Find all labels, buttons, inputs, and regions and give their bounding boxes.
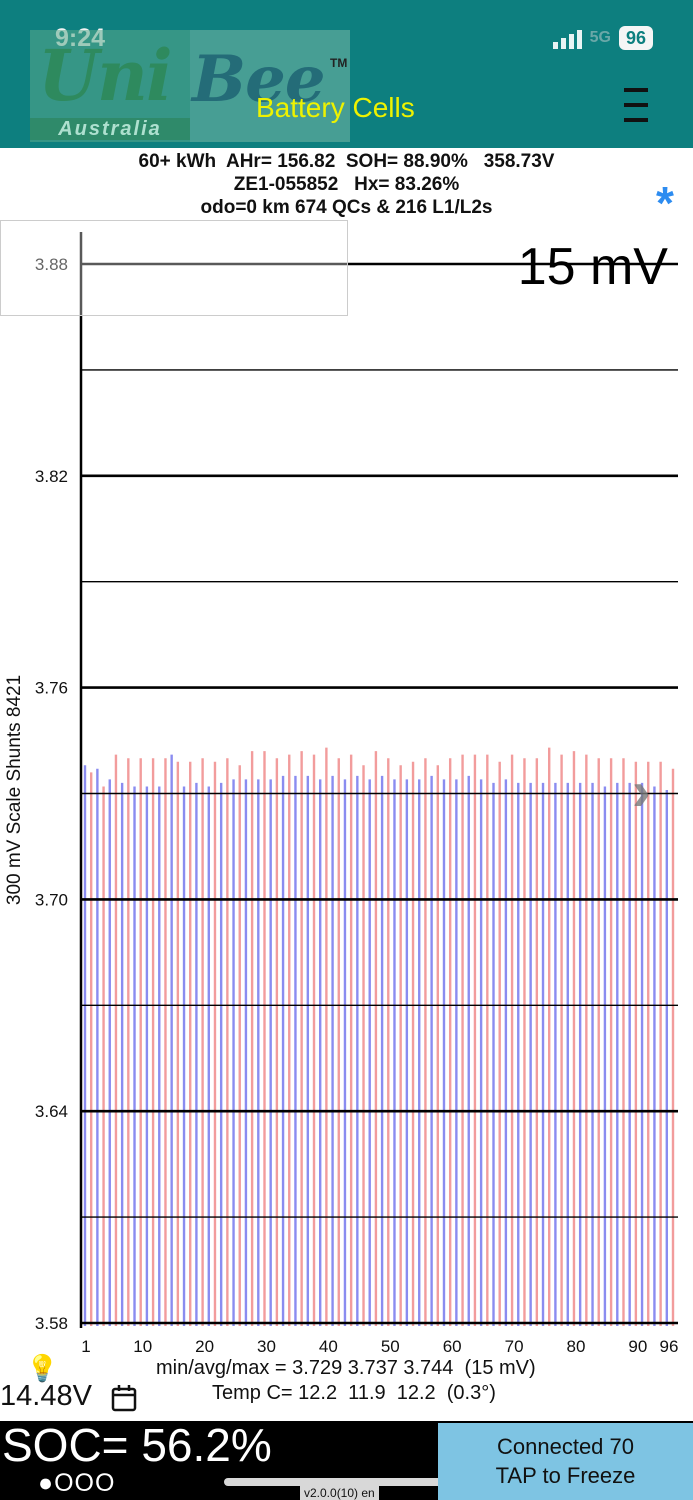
status-indicators: 5G 96 xyxy=(552,26,653,50)
y-tick-label: 3.70 xyxy=(35,890,68,909)
battery-info: 60+ kWh AHr= 156.82 SOH= 88.90% 358.73V … xyxy=(0,150,693,219)
tap-freeze-label: TAP to Freeze xyxy=(495,1463,636,1488)
calendar-icon[interactable] xyxy=(111,1384,137,1412)
x-tick-label: 50 xyxy=(381,1337,400,1356)
connected-label: Connected 70 xyxy=(497,1434,634,1459)
logo-bee: Bee xyxy=(192,42,326,117)
info-line-3: odo=0 km 674 QCs & 216 L1/L2s xyxy=(200,197,493,218)
tooltip-box xyxy=(0,220,348,316)
x-tick-label: 40 xyxy=(319,1337,338,1356)
x-tick-label: 90 xyxy=(628,1337,647,1356)
scale-label: 15 mV xyxy=(518,238,669,296)
home-indicator[interactable] xyxy=(224,1478,472,1486)
y-tick-label: 3.82 xyxy=(35,467,68,486)
x-tick-label: 10 xyxy=(133,1337,152,1356)
logo-tm: TM xyxy=(330,56,348,70)
network-label: 5G xyxy=(589,29,611,46)
temperature-readout: Temp C= 12.2 11.9 12.2 (0.3°) xyxy=(212,1382,496,1404)
star-icon[interactable]: * xyxy=(656,177,674,229)
signal-icon xyxy=(552,27,582,49)
freeze-button[interactable]: Connected 70 TAP to Freeze xyxy=(438,1423,693,1500)
menu-icon[interactable] xyxy=(624,88,648,133)
y-tick-label: 3.58 xyxy=(35,1314,68,1333)
x-tick-label: 1 xyxy=(81,1337,90,1356)
lightbulb-icon[interactable]: 💡 xyxy=(26,1353,59,1383)
aux-battery-voltage: 14.48V xyxy=(0,1380,92,1412)
cell-voltage-chart[interactable]: 3.88 3.82 3.76 3.70 3.64 3.58 1 10 20 30 40 50 60 70 8… xyxy=(0,218,693,1358)
page-dots[interactable]: ●OOO xyxy=(38,1469,116,1497)
battery-icon: 96 xyxy=(618,26,653,50)
version-label: v2.0.0(10) en xyxy=(300,1486,379,1500)
chevron-right-icon[interactable]: › xyxy=(632,759,651,822)
logo-uni: Uni xyxy=(38,34,173,117)
page-title: Battery Cells xyxy=(256,92,415,123)
min-avg-max: min/avg/max = 3.729 3.737 3.744 (15 mV) xyxy=(156,1357,536,1379)
x-tick-label: 96 xyxy=(660,1337,679,1356)
info-line-2: ZE1-055852 Hx= 83.26% xyxy=(233,174,460,195)
x-tick-label: 30 xyxy=(257,1337,276,1356)
y-tick-label: 3.64 xyxy=(35,1102,68,1121)
x-tick-label: 20 xyxy=(195,1337,214,1356)
unibee-logo: Uni Bee TM Australia xyxy=(30,30,350,142)
x-tick-label: 70 xyxy=(505,1337,524,1356)
y-axis-title: 300 mV Scale Shunts 8421 xyxy=(4,675,25,905)
logo-country: Australia xyxy=(30,118,190,140)
x-tick-label: 60 xyxy=(443,1337,462,1356)
x-tick-label: 80 xyxy=(567,1337,586,1356)
soc-readout: SOC= 56.2% xyxy=(2,1419,272,1471)
y-tick-label: 3.88 xyxy=(35,255,68,274)
info-line-1: 60+ kWh AHr= 156.82 SOH= 88.90% 358.73V xyxy=(138,151,555,172)
y-tick-label: 3.76 xyxy=(35,679,68,698)
